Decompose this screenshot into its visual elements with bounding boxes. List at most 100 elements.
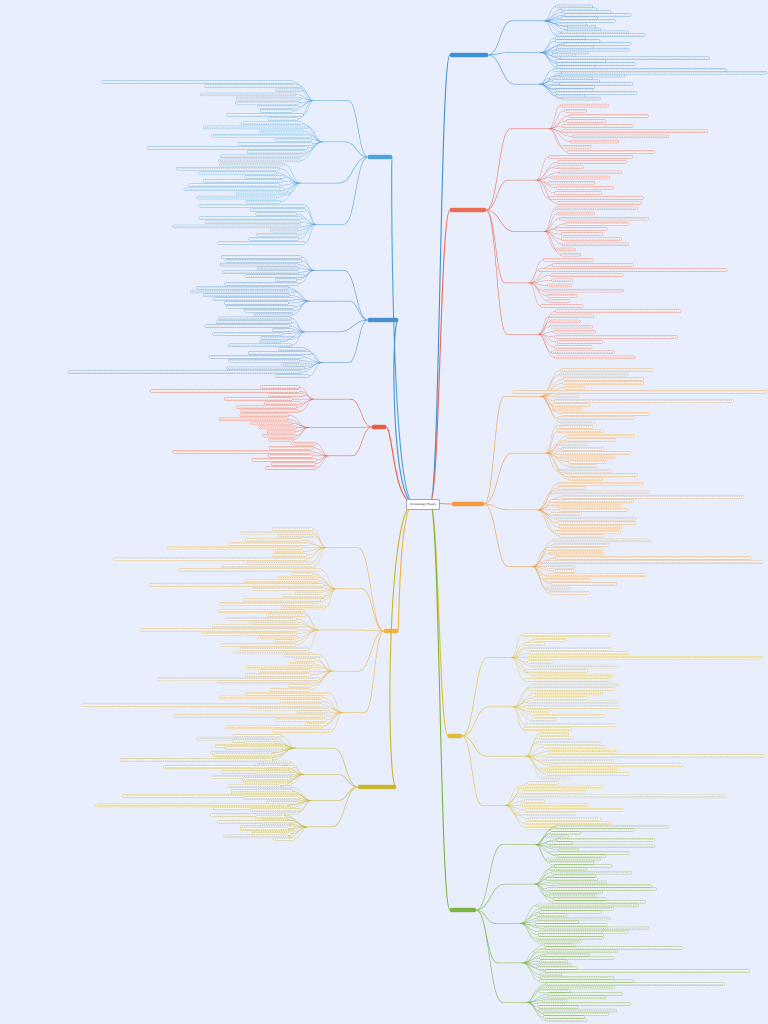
branch-node[interactable] (449, 207, 487, 213)
leaf-topic[interactable] (561, 124, 634, 128)
leaf-topic[interactable] (538, 1008, 617, 1013)
leaf-topic[interactable] (542, 745, 607, 749)
leaf-topic[interactable] (139, 628, 298, 632)
leaf-topic[interactable] (217, 820, 296, 824)
leaf-topic[interactable] (553, 530, 622, 534)
leaf-topic[interactable] (547, 196, 644, 200)
leaf-topic[interactable] (521, 790, 586, 794)
root-topic[interactable]: Criminology Theory (406, 499, 440, 510)
leaf-topic[interactable] (555, 451, 631, 455)
leaf-topic[interactable] (524, 669, 588, 673)
leaf-topic[interactable] (552, 263, 634, 267)
leaf-topic[interactable] (551, 350, 615, 354)
leaf-topic[interactable] (147, 146, 308, 150)
leaf-topic[interactable] (559, 217, 649, 221)
leaf-topic[interactable] (216, 680, 318, 685)
leaf-topic[interactable] (198, 204, 306, 208)
leaf-topic[interactable] (561, 30, 629, 34)
leaf-topic[interactable] (569, 139, 620, 144)
leaf-topic[interactable] (548, 299, 570, 303)
branch-node[interactable] (447, 733, 463, 739)
leaf-topic[interactable] (198, 171, 277, 175)
leaf-topic[interactable] (533, 682, 620, 687)
leaf-topic[interactable] (557, 340, 603, 344)
leaf-topic[interactable] (545, 586, 571, 591)
leaf-topic[interactable] (224, 725, 322, 729)
leaf-topic[interactable] (554, 227, 608, 231)
leaf-topic[interactable] (266, 429, 296, 434)
leaf-topic[interactable] (564, 386, 585, 390)
leaf-topic[interactable] (228, 343, 293, 347)
leaf-topic[interactable] (291, 572, 313, 576)
leaf-topic[interactable] (224, 301, 289, 305)
leaf-topic[interactable] (200, 92, 297, 97)
leaf-topic[interactable] (121, 794, 301, 798)
leaf-topic[interactable] (553, 897, 607, 901)
leaf-topic[interactable] (539, 959, 569, 963)
leaf-topic[interactable] (555, 36, 587, 40)
leaf-topic[interactable] (212, 624, 306, 628)
leaf-topic[interactable] (554, 825, 669, 829)
leaf-topic[interactable] (545, 982, 725, 986)
leaf-topic[interactable] (548, 992, 624, 996)
leaf-topic[interactable] (567, 460, 607, 464)
leaf-topic[interactable] (247, 351, 312, 355)
leaf-topic[interactable] (282, 594, 325, 598)
leaf-topic[interactable] (204, 84, 301, 88)
leaf-topic[interactable] (279, 699, 323, 703)
leaf-topic[interactable] (549, 890, 604, 894)
leaf-topic[interactable] (224, 282, 299, 286)
leaf-topic[interactable] (553, 330, 596, 334)
leaf-topic[interactable] (224, 746, 286, 750)
leaf-topic[interactable] (113, 557, 307, 561)
leaf-topic[interactable] (237, 142, 313, 146)
leaf-topic[interactable] (245, 200, 282, 204)
leaf-topic[interactable] (552, 874, 596, 878)
branch-node[interactable] (449, 907, 477, 913)
leaf-topic[interactable] (172, 224, 302, 229)
leaf-topic[interactable] (523, 642, 545, 646)
leaf-topic[interactable] (563, 473, 639, 477)
leaf-topic[interactable] (546, 573, 647, 577)
leaf-topic[interactable] (253, 312, 293, 317)
leaf-topic[interactable] (278, 347, 306, 351)
leaf-topic[interactable] (68, 370, 302, 374)
leaf-topic[interactable] (555, 91, 637, 95)
leaf-topic[interactable] (529, 709, 551, 713)
leaf-topic[interactable] (305, 722, 327, 726)
leaf-topic[interactable] (275, 88, 304, 92)
leaf-topic[interactable] (561, 237, 622, 241)
leaf-topic[interactable] (211, 134, 312, 138)
leaf-topic[interactable] (535, 691, 603, 696)
leaf-topic[interactable] (539, 759, 615, 763)
leaf-topic[interactable] (236, 405, 297, 409)
leaf-topic[interactable] (551, 403, 590, 407)
leaf-topic[interactable] (544, 943, 576, 947)
leaf-topic[interactable] (227, 784, 281, 788)
leaf-topic[interactable] (549, 763, 683, 767)
leaf-topic[interactable] (560, 495, 744, 499)
leaf-topic[interactable] (524, 799, 545, 803)
leaf-topic[interactable] (212, 332, 284, 336)
leaf-topic[interactable] (549, 512, 582, 516)
branch-node[interactable] (449, 52, 489, 58)
leaf-topic[interactable] (558, 848, 580, 852)
leaf-topic[interactable] (268, 446, 315, 450)
leaf-topic[interactable] (527, 781, 559, 785)
branch-node[interactable] (367, 154, 393, 160)
leaf-topic[interactable] (239, 413, 290, 417)
leaf-topic[interactable] (294, 658, 317, 662)
leaf-topic[interactable] (512, 390, 768, 394)
leaf-topic[interactable] (247, 560, 312, 565)
leaf-topic[interactable] (250, 421, 293, 426)
leaf-topic[interactable] (536, 936, 604, 940)
leaf-topic[interactable] (521, 633, 612, 637)
leaf-topic[interactable] (218, 158, 301, 163)
leaf-topic[interactable] (539, 956, 615, 960)
leaf-topic[interactable] (175, 167, 280, 171)
leaf-topic[interactable] (240, 409, 301, 413)
leaf-topic[interactable] (204, 220, 301, 224)
leaf-topic[interactable] (557, 429, 604, 433)
leaf-topic[interactable] (210, 813, 285, 817)
leaf-topic[interactable] (560, 232, 603, 236)
